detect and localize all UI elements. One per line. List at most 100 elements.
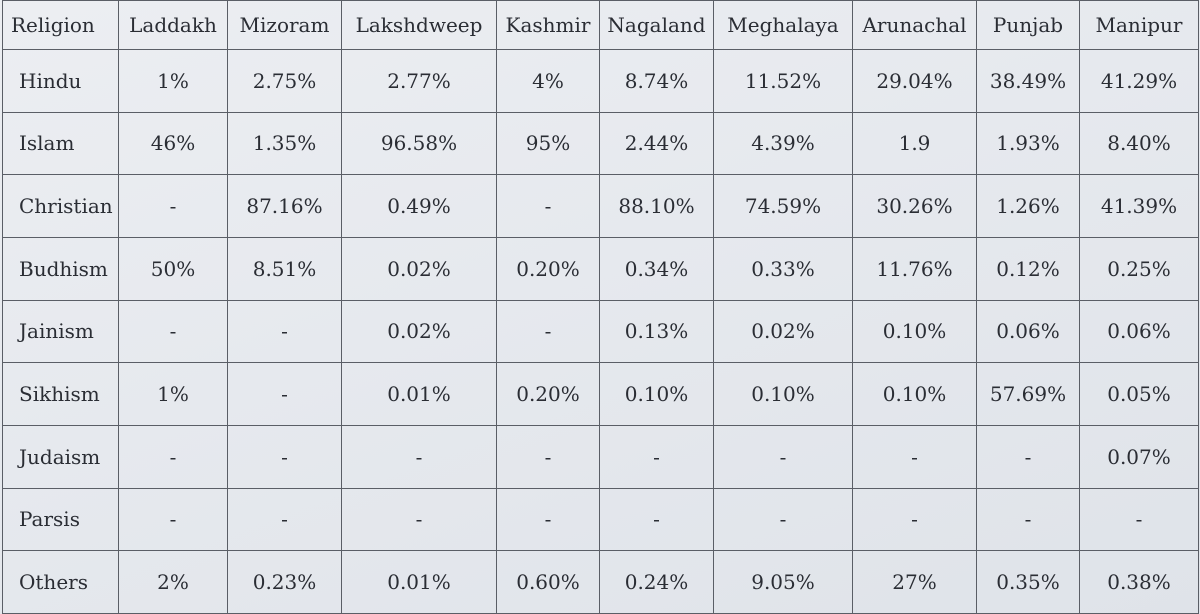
row-header-religion: Budhism [2, 236, 119, 301]
row-header-religion: Jainism [2, 299, 119, 364]
row-header-religion: Hindu [2, 49, 119, 113]
table-cell: 41.29% [1079, 49, 1199, 113]
table-row: Sikhism 1% -0.01% 0.20% 0.10% 0.10% 0.10% 57.69… [2, 362, 1199, 426]
table-cell: 0.49% [341, 174, 497, 238]
column-header-state: Meghalaya [713, 0, 853, 50]
table-cell: - [341, 487, 497, 552]
table-cell: 38.49% [976, 49, 1080, 113]
row-header-religion: Sikhism [2, 362, 119, 426]
table-cell: 74.59% [713, 174, 853, 238]
table-cell: 0.02% [713, 299, 853, 364]
table-cell: 30.26% [852, 174, 977, 238]
row-header-religion: Islam [2, 111, 119, 176]
table-cell: 0.12% [976, 236, 1080, 301]
column-header-state: Kashmir [496, 0, 600, 50]
table-cell: - [976, 424, 1080, 489]
table-cell: 0.20% [496, 362, 600, 426]
table-cell: 50% [118, 236, 228, 301]
table-cell: - [227, 362, 342, 426]
table-cell: 41.39% [1079, 174, 1199, 238]
table-cell: 0.33% [713, 236, 853, 301]
table-cell: 0.23% [227, 550, 342, 614]
table-cell: 2.75% [227, 49, 342, 113]
table-cell: - [852, 424, 977, 489]
table-cell: 46% [118, 111, 228, 176]
table-cell: 96.58% [341, 111, 497, 176]
table-cell: 8.74% [599, 49, 714, 113]
table-cell: 11.76% [852, 236, 977, 301]
table-cell: 4% [496, 49, 600, 113]
table-cell: - [852, 487, 977, 552]
table-cell: 9.05% [713, 550, 853, 614]
table-cell: - [118, 174, 228, 238]
column-header-state: Mizoram [227, 0, 342, 50]
table-row: Christian -87.16% 0.49% -88.10% 74.59% 30.26%… [2, 174, 1199, 238]
column-header-state: Nagaland [599, 0, 714, 50]
table-cell: 2% [118, 550, 228, 614]
table-cell: 0.38% [1079, 550, 1199, 614]
table-row: Parsis - - - - - - - - - [2, 487, 1199, 552]
table-cell: - [496, 424, 600, 489]
table-cell: 0.10% [852, 362, 977, 426]
table-cell: 0.10% [852, 299, 977, 364]
table-cell: 0.01% [341, 550, 497, 614]
table-cell: 4.39% [713, 111, 853, 176]
table-cell: - [496, 487, 600, 552]
table-cell: 0.01% [341, 362, 497, 426]
table-cell: 88.10% [599, 174, 714, 238]
table-cell: 8.40% [1079, 111, 1199, 176]
table-cell: 1.93% [976, 111, 1080, 176]
table-cell: - [227, 299, 342, 364]
row-header-religion: Parsis [2, 487, 119, 552]
table-cell: 0.25% [1079, 236, 1199, 301]
table-cell: - [118, 299, 228, 364]
table-cell: - [1079, 487, 1199, 552]
table-cell: 1% [118, 362, 228, 426]
column-header-religion: Religion [2, 0, 119, 50]
table-cell: - [713, 424, 853, 489]
table-cell: 27% [852, 550, 977, 614]
table-cell: 0.06% [976, 299, 1080, 364]
table-cell: 0.13% [599, 299, 714, 364]
table-cell: - [976, 487, 1080, 552]
row-header-religion: Judaism [2, 424, 119, 489]
table-cell: 11.52% [713, 49, 853, 113]
table-cell: 57.69% [976, 362, 1080, 426]
table-cell: - [599, 424, 714, 489]
table-cell: 1.26% [976, 174, 1080, 238]
table-row: Judaism - - - - - - - -0.07% [2, 424, 1199, 489]
table-row: Hindu 1% 2.75% 2.77% 4% 8.74% 11.52% 29.04% 38.4… [2, 49, 1199, 113]
table-cell: - [227, 424, 342, 489]
table-cell: - [496, 174, 600, 238]
header-row: Religion Laddakh Mizoram Lakshdweep Kash… [2, 0, 1199, 50]
table-row: Islam 46% 1.35% 96.58% 95% 2.44% 4.39% 1.9 1.93%… [2, 111, 1199, 176]
table-cell: - [599, 487, 714, 552]
column-header-state: Manipur [1079, 0, 1199, 50]
row-header-religion: Others [2, 550, 119, 614]
column-header-state: Lakshdweep [341, 0, 497, 50]
table-body: Hindu 1% 2.75% 2.77% 4% 8.74% 11.52% 29.04% 38.4… [2, 49, 1199, 614]
table-cell: - [118, 487, 228, 552]
column-header-state: Arunachal [852, 0, 977, 50]
table-cell: 0.24% [599, 550, 714, 614]
table-cell: 1.9 [852, 111, 977, 176]
table-cell: 0.07% [1079, 424, 1199, 489]
table-cell: 1% [118, 49, 228, 113]
row-header-religion: Christian [2, 174, 119, 238]
table-row: Others 2% 0.23% 0.01% 0.60% 0.24% 9.05% 27% 0.35… [2, 550, 1199, 614]
table-row: Jainism - -0.02% -0.13% 0.02% 0.10% 0.06% 0.06% [2, 299, 1199, 364]
table-cell: - [496, 299, 600, 364]
table-row: Budhism 50% 8.51% 0.02% 0.20% 0.34% 0.33% 11.76… [2, 236, 1199, 301]
table-cell: 0.60% [496, 550, 600, 614]
table-cell: 29.04% [852, 49, 977, 113]
table-cell: 0.34% [599, 236, 714, 301]
table-cell: 87.16% [227, 174, 342, 238]
table-cell: 8.51% [227, 236, 342, 301]
table-cell: - [341, 424, 497, 489]
table-cell: 0.20% [496, 236, 600, 301]
table-cell: - [713, 487, 853, 552]
table-cell: 1.35% [227, 111, 342, 176]
table-cell: 0.10% [599, 362, 714, 426]
